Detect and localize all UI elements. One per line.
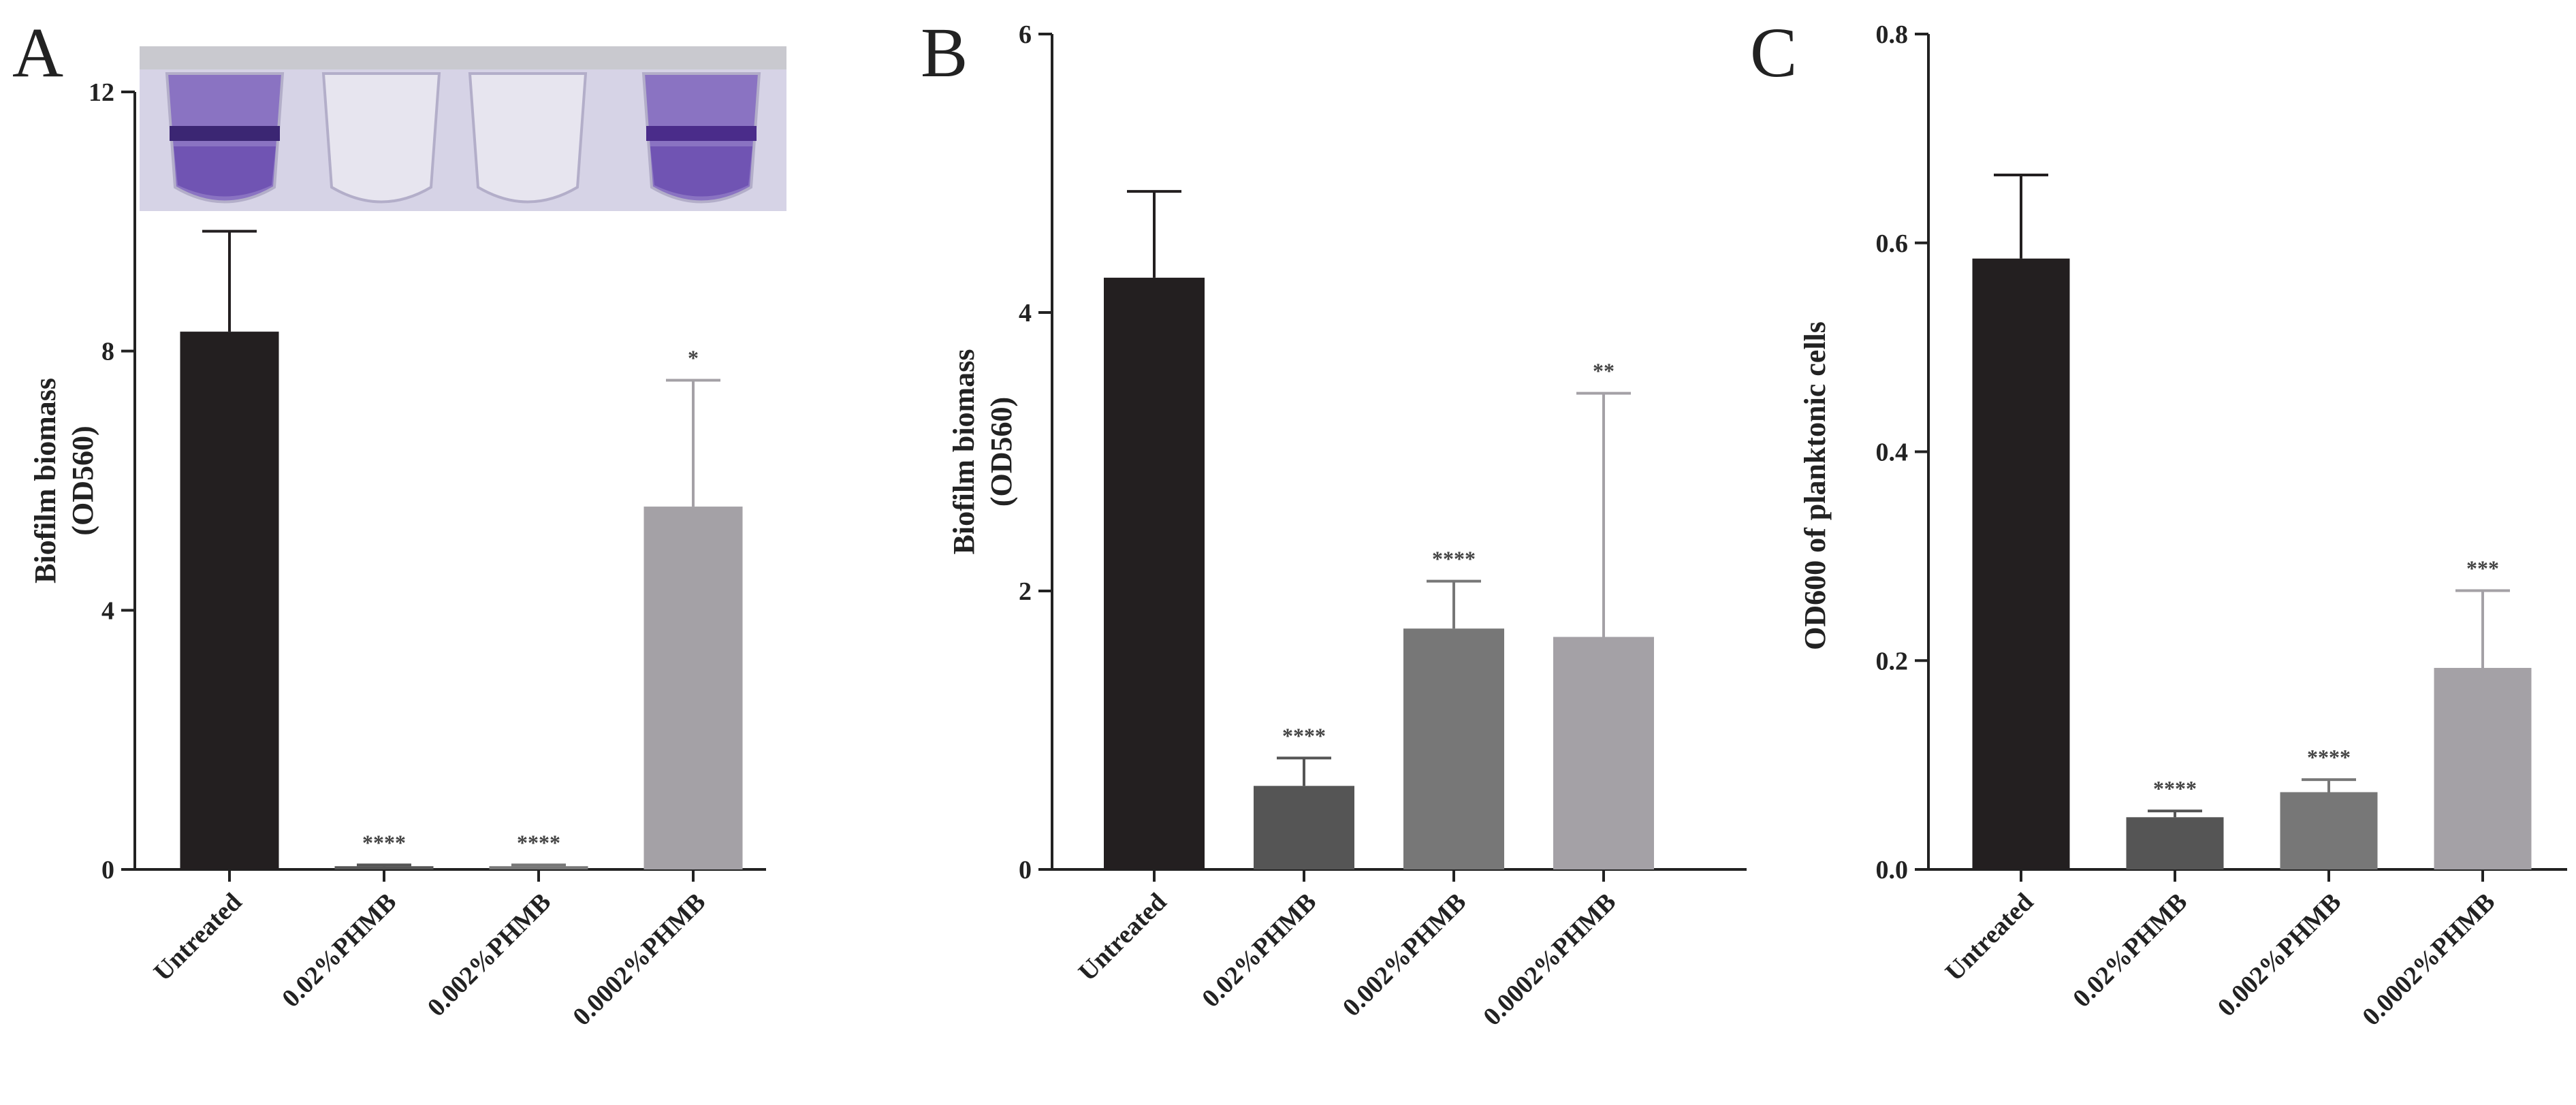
panel-letter: B xyxy=(921,14,968,92)
x-category-label: 0.02%PHMB xyxy=(2067,888,2193,1013)
x-category-label: 0.0002%PHMB xyxy=(1478,888,1621,1031)
bar-4 xyxy=(643,507,743,869)
y-tick-label: 0.6 xyxy=(1876,229,1909,258)
bar-4 xyxy=(2434,667,2532,869)
x-category-label: 0.0002%PHMB xyxy=(2357,888,2500,1031)
significance-label: *** xyxy=(2466,556,2499,580)
bar-1 xyxy=(180,332,279,869)
x-category-label: Untreated xyxy=(1073,888,1173,987)
panel-letter: A xyxy=(12,14,63,92)
inset-well-stain xyxy=(174,146,276,197)
significance-label: **** xyxy=(2153,776,2197,801)
y-tick-label: 0.8 xyxy=(1876,20,1909,49)
inset-plate-rim xyxy=(140,46,786,69)
inset-well-stain-band xyxy=(170,126,280,141)
x-category-label: 0.002%PHMB xyxy=(1337,888,1472,1023)
inset-well-stain xyxy=(650,146,752,197)
significance-label: ** xyxy=(1593,359,1615,383)
significance-label: **** xyxy=(1432,547,1476,571)
y-tick-label: 6 xyxy=(1019,20,1032,49)
bar-2 xyxy=(2126,817,2224,869)
y-tick-label: 0.2 xyxy=(1876,647,1909,675)
y-tick-label: 0.0 xyxy=(1876,856,1909,884)
x-category-label: 0.002%PHMB xyxy=(422,888,557,1023)
inset-well-2 xyxy=(321,72,441,204)
inset-well-photo xyxy=(140,46,786,211)
y-axis-title-line2: (OD560) xyxy=(985,397,1018,507)
y-tick-label: 8 xyxy=(101,338,114,366)
y-axis-title-line1: Biofilm biomass xyxy=(29,378,62,583)
significance-label: **** xyxy=(362,830,406,854)
y-tick-label: 0 xyxy=(101,856,114,884)
bar-1 xyxy=(1104,277,1205,869)
inset-well-3 xyxy=(468,72,588,204)
bar-2 xyxy=(1254,786,1354,869)
significance-label: * xyxy=(688,345,699,370)
y-axis-title: OD600 of planktonic cells xyxy=(1798,321,1832,650)
x-category-label: 0.02%PHMB xyxy=(276,888,402,1013)
bar-3 xyxy=(2280,792,2378,869)
x-category-label: 0.02%PHMB xyxy=(1196,888,1322,1013)
y-tick-label: 4 xyxy=(101,596,114,625)
significance-label: **** xyxy=(1282,723,1326,748)
bar-1 xyxy=(1972,258,2070,870)
x-category-label: 0.0002%PHMB xyxy=(567,888,711,1031)
x-category-label: Untreated xyxy=(1940,888,2039,987)
panel-letter: C xyxy=(1750,14,1797,92)
bar-3 xyxy=(489,866,588,869)
y-tick-label: 4 xyxy=(1019,299,1032,327)
y-tick-label: 2 xyxy=(1019,577,1032,606)
significance-label: **** xyxy=(2307,745,2351,769)
bar-3 xyxy=(1403,628,1504,869)
inset-well-stain-band xyxy=(646,126,757,141)
y-axis-title-line2: (OD560) xyxy=(66,426,99,535)
bar-2 xyxy=(334,866,434,869)
y-axis-title-line1: Biofilm biomass xyxy=(947,349,981,555)
y-tick-label: 0 xyxy=(1019,856,1032,884)
significance-label: **** xyxy=(517,830,560,854)
y-tick-label: 12 xyxy=(89,78,114,107)
x-category-label: 0.002%PHMB xyxy=(2212,888,2347,1023)
panel-c: C 0.0 0.2 0.4 0.6 0.8 OD600 of planktonic cell… xyxy=(1750,14,2567,1031)
bar-4 xyxy=(1553,637,1654,869)
x-category-label: Untreated xyxy=(148,888,248,987)
y-tick-label: 0.4 xyxy=(1876,438,1909,467)
